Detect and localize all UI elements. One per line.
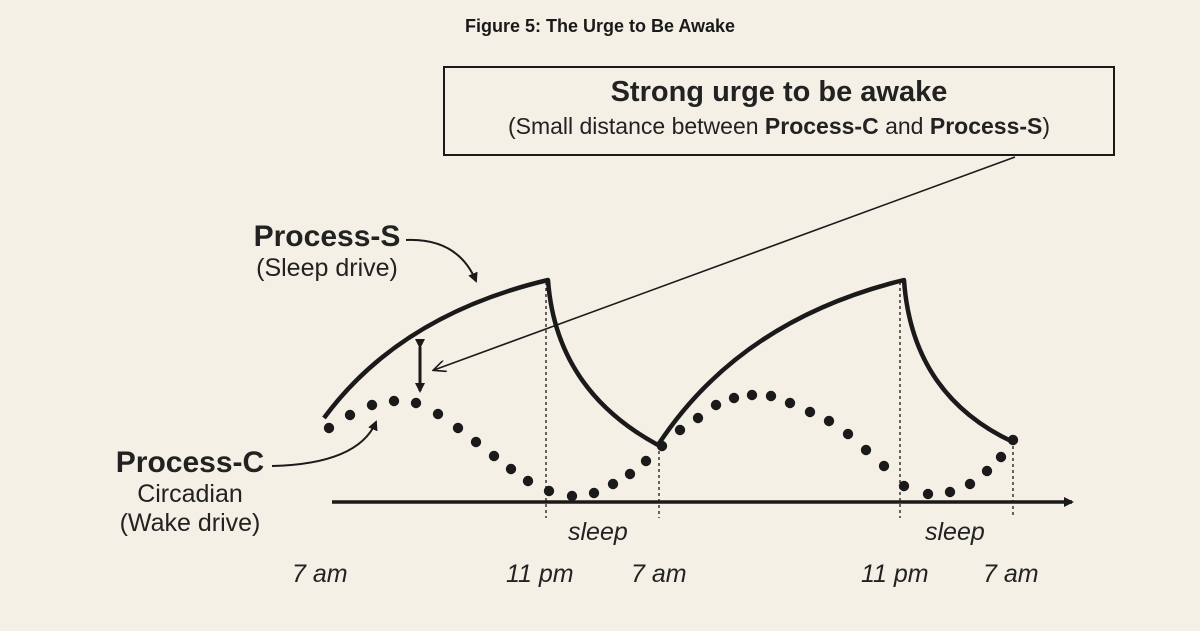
- callout-sub-and: and: [878, 113, 930, 139]
- process-c-dot: [710, 399, 722, 411]
- process-c-dot: [878, 460, 890, 472]
- process-c-dot: [746, 389, 758, 401]
- process-c-dot: [566, 490, 578, 502]
- process-c-dot: [366, 399, 378, 411]
- callout-process-c: Process-C: [764, 113, 879, 139]
- process-c-dot: [624, 468, 636, 480]
- process-c-dot: [505, 463, 517, 475]
- process-c-dot: [388, 395, 400, 407]
- process-c-dot: [860, 444, 872, 456]
- process-c-dot: [640, 455, 652, 467]
- process-c-subtitle-2: (Wake drive): [119, 509, 261, 537]
- process-c-dot: [674, 424, 686, 436]
- guide-lines: [545, 282, 1014, 518]
- process-c-dot: [823, 415, 835, 427]
- process-c-dot: [981, 465, 993, 477]
- process-s-pointer: [405, 238, 478, 283]
- process-c-dot: [922, 488, 934, 500]
- time-label-7am-2: 7 am: [631, 560, 687, 588]
- process-c-label: Process-C Circadian (Wake drive): [100, 446, 280, 538]
- process-c-dot: [944, 486, 956, 498]
- process-c-dot: [842, 428, 854, 440]
- process-c-name: Process-C: [115, 446, 265, 479]
- process-c-dot: [804, 406, 816, 418]
- process-c-dot: [452, 422, 464, 434]
- process-c-dot: [656, 440, 668, 452]
- time-label-7am-3: 7 am: [983, 560, 1039, 588]
- time-label-11pm-2: 11 pm: [861, 560, 929, 588]
- callout-process-s: Process-S: [929, 113, 1043, 139]
- process-c-dot: [410, 397, 422, 409]
- time-label-11pm-1: 11 pm: [506, 560, 574, 588]
- sleep-label-1: sleep: [568, 518, 628, 546]
- process-c-dot: [607, 478, 619, 490]
- process-c-dots: [323, 389, 1019, 502]
- callout-sub-suffix: ): [1042, 113, 1051, 139]
- process-s-label: Process-S (Sleep drive): [232, 220, 422, 283]
- process-c-dot: [692, 412, 704, 424]
- process-c-dot: [964, 478, 976, 490]
- process-c-dot: [488, 450, 500, 462]
- process-c-dot: [784, 397, 796, 409]
- callout-subtext: (Small distance between Process-C and Pr…: [445, 113, 1113, 140]
- process-c-dot: [995, 451, 1007, 463]
- process-s-name: Process-S: [253, 220, 401, 253]
- process-c-dot: [344, 409, 356, 421]
- callout-heading: Strong urge to be awake: [610, 76, 948, 108]
- process-c-dot: [1007, 434, 1019, 446]
- time-label-7am-1: 7 am: [292, 560, 348, 588]
- sleep-label-2: sleep: [925, 518, 985, 546]
- callout-sub-prefix: (Small distance between: [507, 113, 765, 139]
- process-c-dot: [898, 480, 910, 492]
- process-c-pointer: [271, 420, 378, 467]
- process-s-curve: [322, 277, 1014, 448]
- process-c-dot: [432, 408, 444, 420]
- process-c-dot: [522, 475, 534, 487]
- process-c-dot: [728, 392, 740, 404]
- process-c-dot: [588, 487, 600, 499]
- process-c-dot: [470, 436, 482, 448]
- process-c-dot: [765, 390, 777, 402]
- callout-box: Strong urge to be awake (Small distance …: [443, 66, 1115, 156]
- process-c-dot: [543, 485, 555, 497]
- process-s-subtitle: (Sleep drive): [256, 254, 398, 282]
- callout-pointer: [434, 156, 1016, 370]
- process-c-dot: [323, 422, 335, 434]
- process-c-subtitle: Circadian: [137, 480, 243, 508]
- figure-title: Figure 5: The Urge to Be Awake: [464, 16, 736, 36]
